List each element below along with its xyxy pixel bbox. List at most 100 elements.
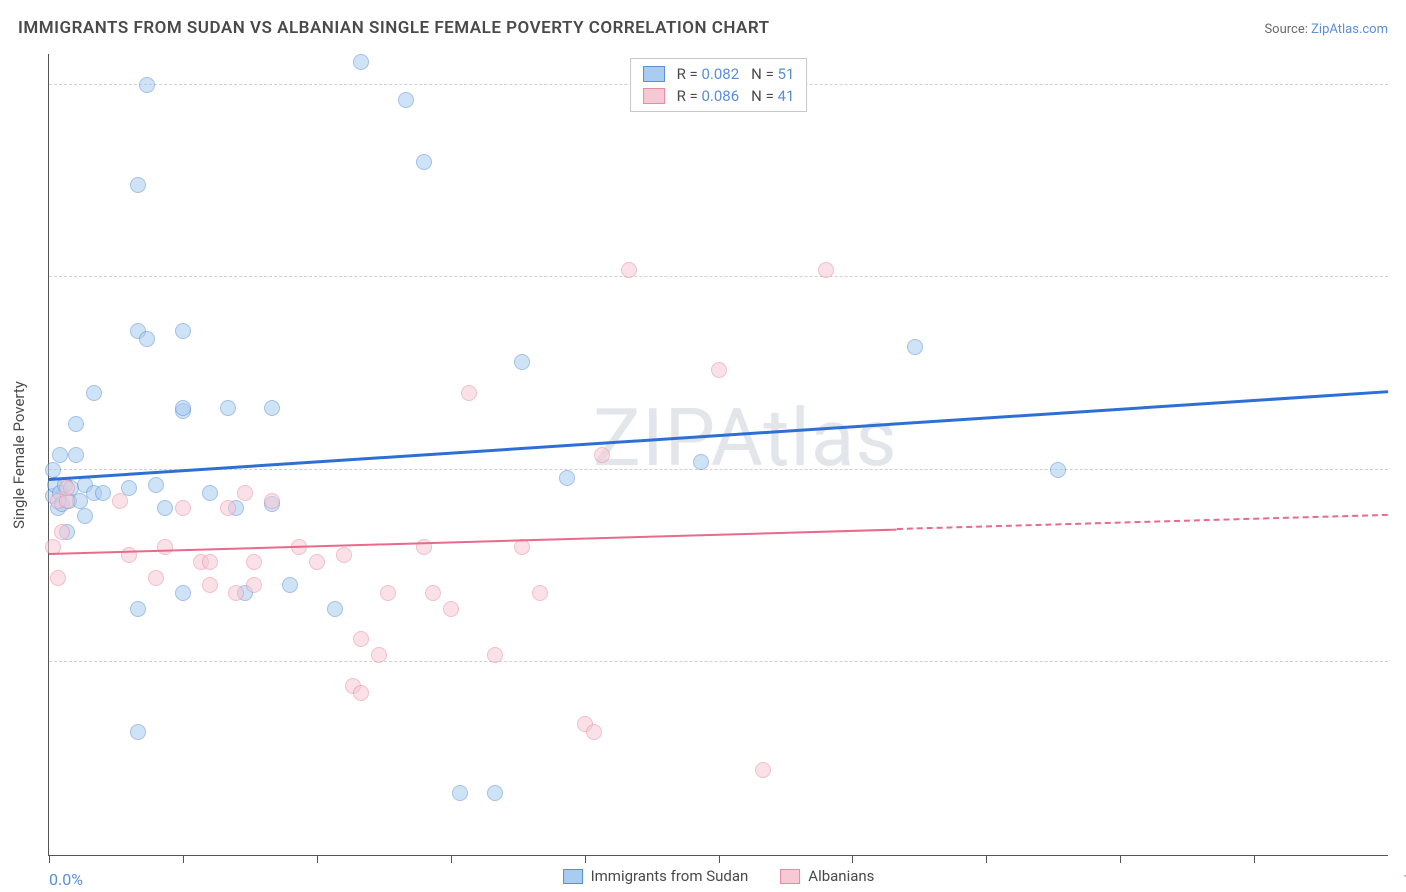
scatter-point: [246, 577, 262, 593]
legend-n: N = 51: [751, 65, 794, 83]
scatter-point: [353, 54, 369, 70]
scatter-point: [461, 385, 477, 401]
scatter-point: [693, 454, 709, 470]
x-tick: [183, 855, 184, 863]
scatter-point: [175, 323, 191, 339]
legend-n: N = 41: [751, 87, 794, 105]
x-tick: [49, 855, 50, 863]
scatter-point: [336, 547, 352, 563]
x-tick: [451, 855, 452, 863]
scatter-point: [202, 554, 218, 570]
scatter-point: [487, 647, 503, 663]
legend-row: R = 0.082 N = 51: [643, 63, 795, 85]
scatter-point: [130, 724, 146, 740]
scatter-point: [86, 385, 102, 401]
legend-swatch: [563, 869, 583, 884]
scatter-point: [487, 785, 503, 801]
trend-line: [49, 390, 1388, 481]
scatter-point: [264, 493, 280, 509]
scatter-point: [228, 585, 244, 601]
scatter-point: [1050, 462, 1066, 478]
legend-item: Immigrants from Sudan: [563, 867, 749, 885]
trend-line: [897, 514, 1388, 530]
legend-swatch: [780, 869, 800, 884]
y-tick-label: 25.0%: [1398, 441, 1406, 460]
correlation-legend: R = 0.082 N = 51 R = 0.086 N = 41: [630, 58, 808, 112]
scatter-point: [246, 554, 262, 570]
x-tick-label-left: 0.0%: [49, 870, 83, 889]
x-tick: [1254, 855, 1255, 863]
chart-container: IMMIGRANTS FROM SUDAN VS ALBANIAN SINGLE…: [0, 0, 1406, 892]
x-tick: [585, 855, 586, 863]
source-value: ZipAtlas.com: [1311, 22, 1388, 37]
scatter-point: [237, 485, 253, 501]
x-tick: [852, 855, 853, 863]
scatter-point: [532, 585, 548, 601]
scatter-point: [139, 331, 155, 347]
scatter-point: [175, 585, 191, 601]
scatter-point: [282, 577, 298, 593]
scatter-point: [112, 493, 128, 509]
scatter-point: [220, 400, 236, 416]
scatter-point: [139, 77, 155, 93]
scatter-point: [711, 362, 727, 378]
x-tick: [317, 855, 318, 863]
scatter-point: [54, 524, 70, 540]
y-tick-label: 50.0%: [1398, 56, 1406, 75]
scatter-point: [130, 177, 146, 193]
scatter-point: [59, 480, 75, 496]
legend-row: R = 0.086 N = 41: [643, 85, 795, 107]
scatter-point: [353, 631, 369, 647]
gridline: [49, 469, 1388, 470]
scatter-point: [309, 554, 325, 570]
legend-r: R = 0.082: [677, 65, 740, 83]
scatter-point: [443, 601, 459, 617]
scatter-point: [416, 154, 432, 170]
source-label: Source:: [1264, 22, 1307, 37]
legend-r: R = 0.086: [677, 87, 740, 105]
y-tick-label: 37.5%: [1398, 249, 1406, 268]
y-tick-label: 12.5%: [1398, 634, 1406, 653]
scatter-point: [95, 485, 111, 501]
scatter-point: [353, 685, 369, 701]
scatter-point: [50, 570, 66, 586]
scatter-point: [68, 416, 84, 432]
scatter-point: [514, 354, 530, 370]
x-tick: [1120, 855, 1121, 863]
scatter-point: [559, 470, 575, 486]
scatter-point: [157, 500, 173, 516]
gridline: [49, 661, 1388, 662]
scatter-plot: [49, 54, 1388, 855]
scatter-point: [586, 724, 602, 740]
series-legend: Immigrants from Sudan Albanians: [563, 867, 875, 885]
plot-area: Single Female Poverty ZIPAtlas R = 0.082…: [48, 54, 1388, 856]
chart-title: IMMIGRANTS FROM SUDAN VS ALBANIAN SINGLE…: [18, 18, 770, 38]
legend-label: Immigrants from Sudan: [591, 867, 749, 885]
source-attribution: Source: ZipAtlas.com: [1264, 22, 1388, 37]
scatter-point: [818, 262, 834, 278]
scatter-point: [202, 577, 218, 593]
scatter-point: [220, 500, 236, 516]
scatter-point: [755, 762, 771, 778]
scatter-point: [371, 647, 387, 663]
scatter-point: [621, 262, 637, 278]
scatter-point: [130, 601, 146, 617]
x-tick: [986, 855, 987, 863]
scatter-point: [327, 601, 343, 617]
scatter-point: [121, 547, 137, 563]
scatter-point: [907, 339, 923, 355]
legend-label: Albanians: [808, 867, 874, 885]
scatter-point: [157, 539, 173, 555]
scatter-point: [148, 477, 164, 493]
scatter-point: [425, 585, 441, 601]
x-tick: [719, 855, 720, 863]
legend-item: Albanians: [780, 867, 874, 885]
scatter-point: [398, 92, 414, 108]
scatter-point: [148, 570, 164, 586]
scatter-point: [68, 447, 84, 463]
trend-line: [49, 528, 897, 554]
scatter-point: [175, 500, 191, 516]
scatter-point: [452, 785, 468, 801]
legend-swatch: [643, 66, 665, 82]
y-axis-label: Single Female Poverty: [10, 381, 28, 529]
